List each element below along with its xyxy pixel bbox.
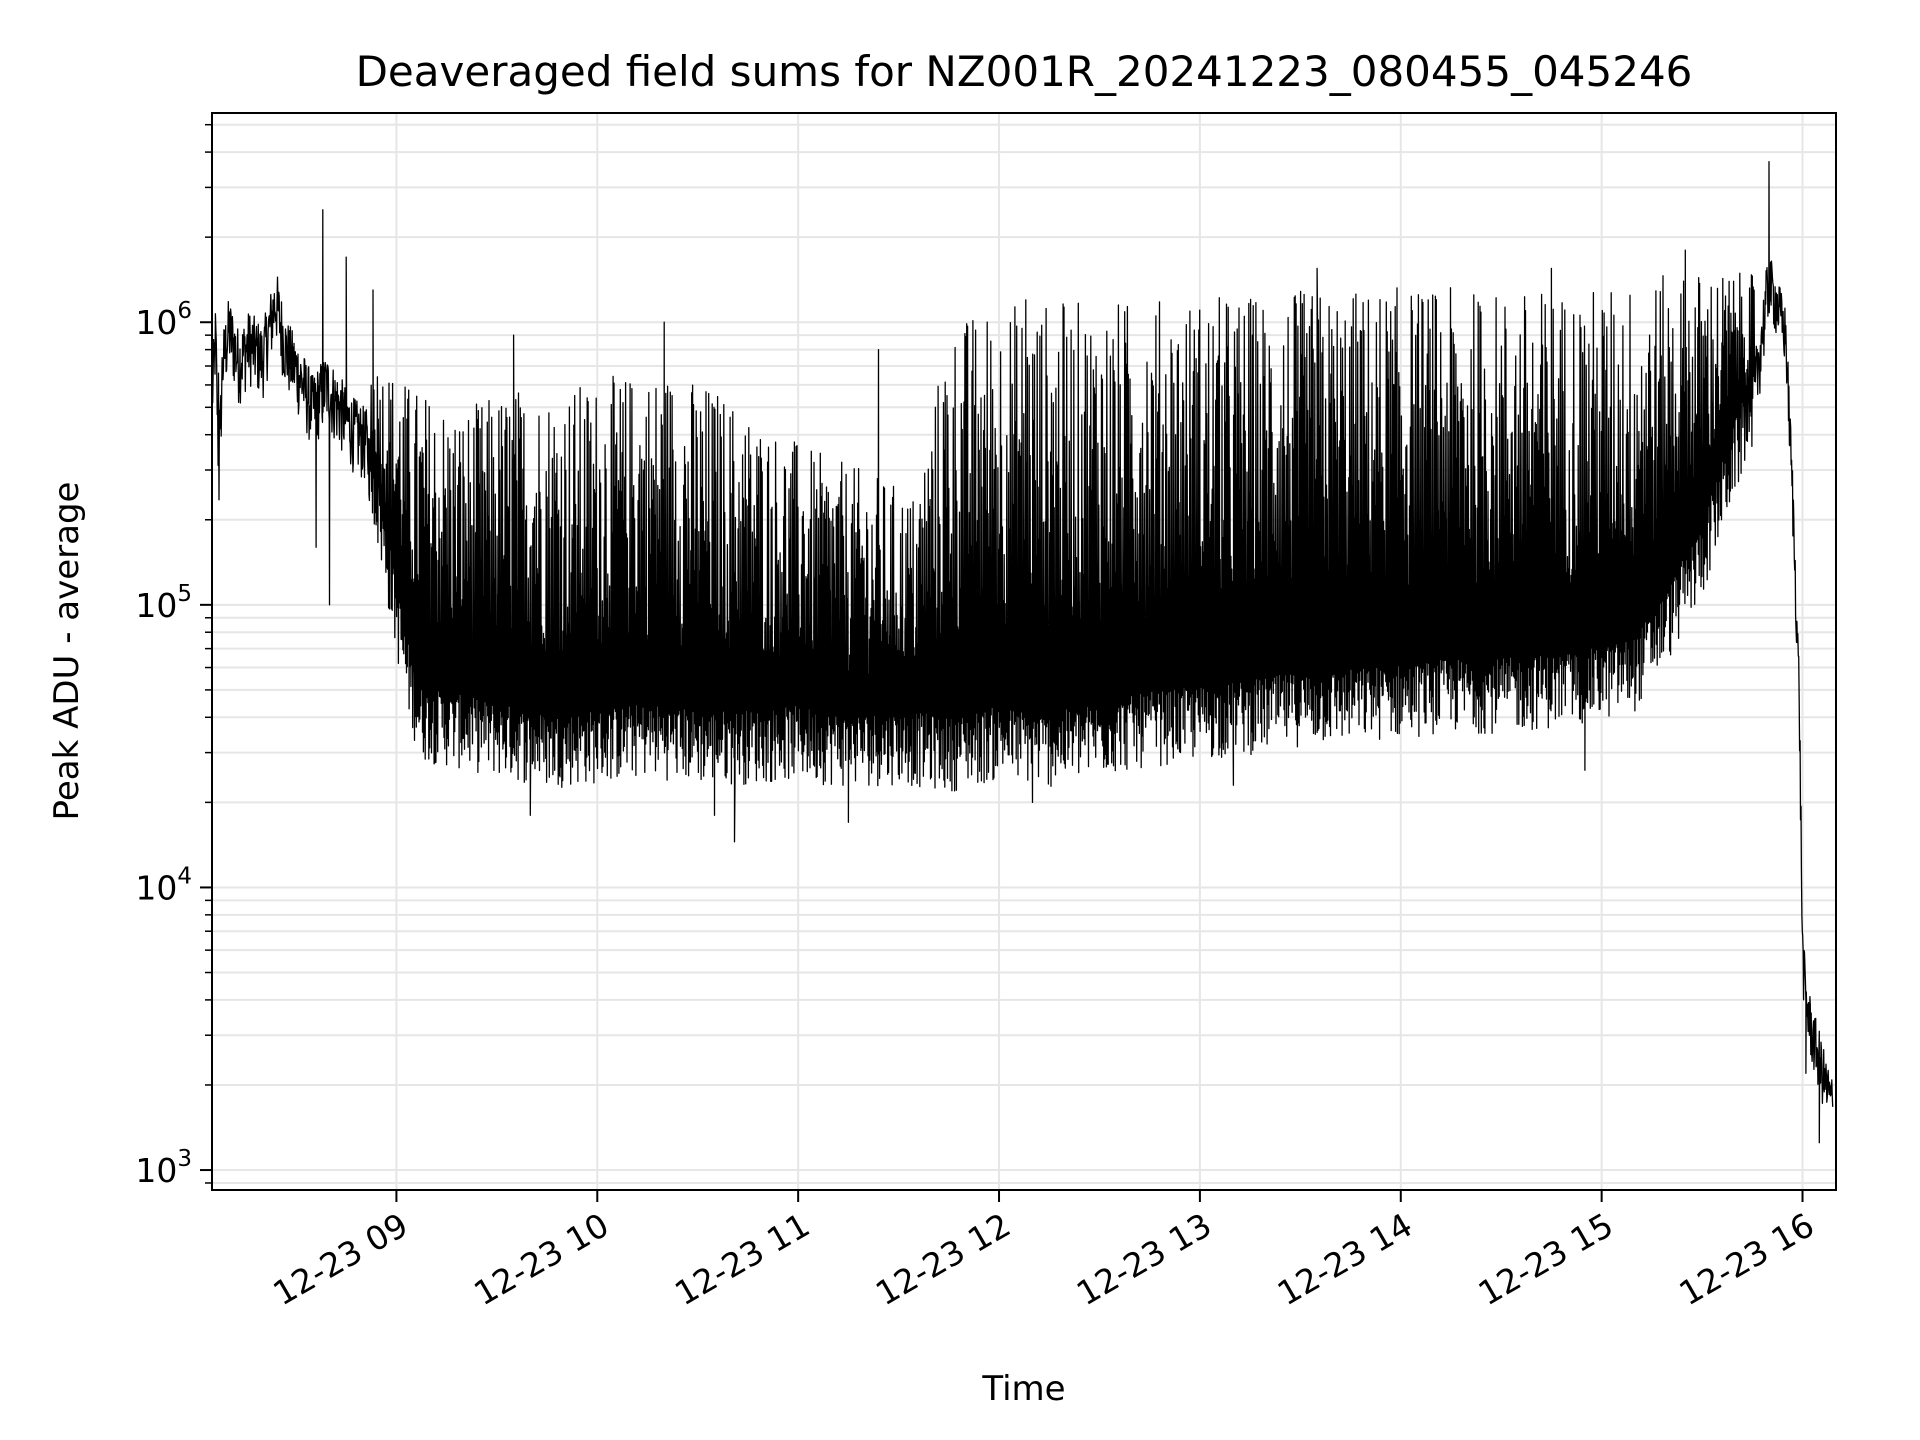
y-tick-base: 10 [135, 303, 177, 342]
y-tick-label: 106 [135, 298, 192, 342]
y-axis-label: Peak ADU - average [47, 482, 87, 821]
y-tick-base: 10 [135, 586, 177, 625]
data-series [211, 161, 1834, 1144]
y-tick-base: 10 [135, 868, 177, 907]
y-tick-base: 10 [135, 1151, 177, 1190]
y-tick-label: 103 [135, 1146, 192, 1190]
y-tick-exponent: 6 [177, 298, 192, 324]
chart-title: Deaveraged field sums for NZ001R_2024122… [356, 47, 1693, 96]
series-line [211, 161, 1834, 1144]
y-tick-label: 104 [135, 863, 192, 907]
y-tick-label: 105 [135, 581, 192, 625]
plot-frame [211, 112, 1837, 1191]
y-tick-exponent: 3 [177, 1146, 192, 1172]
y-tick-exponent: 5 [177, 581, 192, 607]
y-tick-exponent: 4 [177, 863, 192, 889]
x-axis-label: Time [981, 1369, 1065, 1409]
